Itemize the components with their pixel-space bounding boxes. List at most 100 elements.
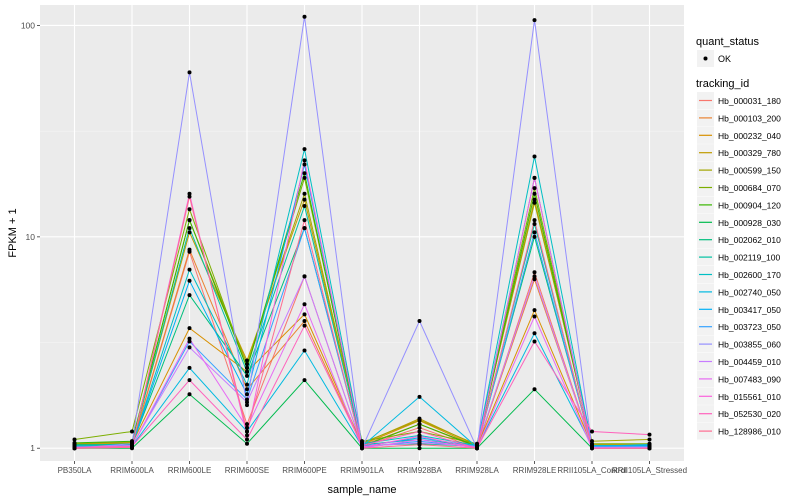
data-point	[590, 429, 594, 434]
y-axis: 1 10 100	[21, 20, 40, 453]
legend-item: Hb_000928_030	[697, 213, 781, 231]
x-tick-label: RRII105LA_Stressed	[612, 466, 687, 475]
legend-label: Hb_003855_060	[718, 340, 781, 350]
legend-label: Hb_002600_170	[718, 270, 781, 280]
data-point	[302, 348, 307, 353]
data-point	[245, 373, 249, 378]
legend-shape-point	[703, 56, 708, 61]
data-point	[532, 314, 537, 319]
legend-label: Hb_002062_010	[718, 235, 781, 245]
data-point	[130, 429, 134, 434]
data-point	[417, 394, 422, 399]
legend: quant_status OK tracking_id Hb_000031_18…	[696, 36, 781, 440]
data-point	[187, 378, 192, 383]
legend-label: Hb_000928_030	[718, 218, 781, 228]
legend-label: Hb_000329_780	[718, 148, 781, 158]
data-point	[532, 197, 537, 202]
legend-color-title: tracking_id	[696, 78, 749, 90]
legend-items: Hb_000031_180 Hb_000103_200 Hb_000232_040 H…	[697, 92, 781, 440]
data-point	[245, 425, 249, 430]
data-point	[360, 446, 364, 451]
data-point	[130, 445, 134, 450]
x-tick-label: PB350LA	[58, 466, 92, 475]
data-point	[245, 362, 249, 367]
data-point	[187, 345, 192, 350]
legend-item: Hb_002119_100	[697, 248, 781, 266]
data-point	[475, 446, 479, 451]
legend-label: Hb_000599_150	[718, 166, 781, 176]
x-tick-label: RRIM928LE	[513, 466, 557, 475]
y-tick-label: 1	[30, 443, 35, 453]
data-point	[187, 267, 192, 272]
data-point	[532, 200, 537, 205]
data-point	[417, 446, 422, 451]
data-point	[187, 207, 192, 212]
legend-label: Hb_128986_010	[718, 427, 781, 437]
legend-label: Hb_002119_100	[718, 253, 781, 263]
data-point	[417, 434, 422, 439]
legend-item: Hb_007483_090	[697, 370, 781, 388]
data-point	[532, 277, 537, 282]
data-point	[245, 397, 249, 402]
x-tick-label: RRII105LA_Control	[557, 466, 627, 475]
data-point	[302, 158, 307, 163]
data-point	[302, 323, 307, 328]
legend-label: Hb_002740_050	[718, 287, 781, 297]
data-point	[187, 326, 192, 331]
data-point	[532, 18, 537, 23]
data-point	[245, 403, 249, 408]
data-point	[532, 387, 537, 392]
data-point	[532, 270, 537, 275]
legend-item: Hb_000904_120	[697, 196, 781, 214]
data-point	[417, 318, 422, 323]
data-point	[187, 226, 192, 231]
x-tick-label: RRIM600PE	[282, 466, 326, 475]
legend-label: Hb_015561_010	[718, 392, 781, 402]
data-point	[302, 203, 307, 208]
data-point	[532, 230, 537, 235]
data-point	[245, 392, 249, 397]
data-point	[302, 312, 307, 317]
data-point	[532, 222, 537, 227]
data-point	[302, 197, 307, 202]
data-point	[647, 437, 652, 442]
legend-item: Hb_002600_170	[697, 266, 781, 283]
data-point	[187, 365, 192, 370]
data-point	[647, 432, 652, 437]
legend-label: Hb_000684_070	[718, 183, 781, 193]
data-point	[302, 318, 307, 323]
data-point	[302, 162, 307, 167]
data-point	[302, 218, 307, 223]
legend-item: Hb_000329_780	[697, 144, 781, 162]
data-point	[532, 218, 537, 223]
legend-item: Hb_000031_180	[697, 92, 781, 109]
data-point	[245, 358, 249, 363]
data-point	[187, 392, 192, 397]
data-point	[590, 446, 594, 451]
data-point	[302, 378, 307, 383]
legend-item: Hb_004459_010	[697, 353, 781, 370]
legend-label: Hb_000232_040	[718, 131, 781, 141]
data-point	[417, 429, 422, 434]
data-point	[245, 387, 249, 392]
data-point	[302, 226, 307, 231]
legend-item: Hb_000232_040	[697, 126, 781, 144]
legend-label: Hb_007483_090	[718, 374, 781, 384]
data-point	[532, 154, 537, 159]
x-tick-label: RRIM600SE	[225, 466, 269, 475]
legend-item: Hb_003855_060	[697, 335, 781, 353]
data-point	[302, 171, 307, 176]
data-points	[72, 14, 652, 451]
data-point	[532, 339, 537, 344]
data-point	[187, 70, 192, 75]
legend-label: Hb_004459_010	[718, 357, 781, 367]
legend-item: Hb_003723_050	[697, 318, 781, 336]
data-point	[245, 365, 249, 370]
data-point	[302, 274, 307, 279]
legend-label: Hb_052530_020	[718, 409, 781, 419]
x-tick-label: RRIM600LE	[168, 466, 212, 475]
data-point	[302, 175, 307, 180]
data-point	[72, 446, 77, 451]
data-point	[187, 194, 192, 199]
data-point	[532, 175, 537, 180]
